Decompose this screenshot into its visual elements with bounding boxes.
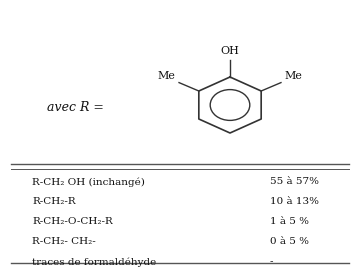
Text: OH: OH (221, 46, 239, 56)
Text: 0 à 5 %: 0 à 5 % (270, 237, 309, 246)
Text: 55 à 57%: 55 à 57% (270, 177, 319, 186)
Text: 10 à 13%: 10 à 13% (270, 197, 319, 206)
Text: R-CH₂-R: R-CH₂-R (32, 197, 76, 206)
Text: Me: Me (284, 71, 302, 81)
Text: R-CH₂ OH (inchangé): R-CH₂ OH (inchangé) (32, 177, 145, 186)
Text: Me: Me (158, 71, 175, 81)
Text: R-CH₂- CH₂-: R-CH₂- CH₂- (32, 237, 96, 246)
Text: 1 à 5 %: 1 à 5 % (270, 217, 309, 226)
Text: -: - (270, 257, 274, 266)
Text: traces de formaldéhyde: traces de formaldéhyde (32, 257, 157, 267)
Text: R-CH₂-O-CH₂-R: R-CH₂-O-CH₂-R (32, 217, 113, 226)
Text: avec R =: avec R = (47, 101, 104, 114)
